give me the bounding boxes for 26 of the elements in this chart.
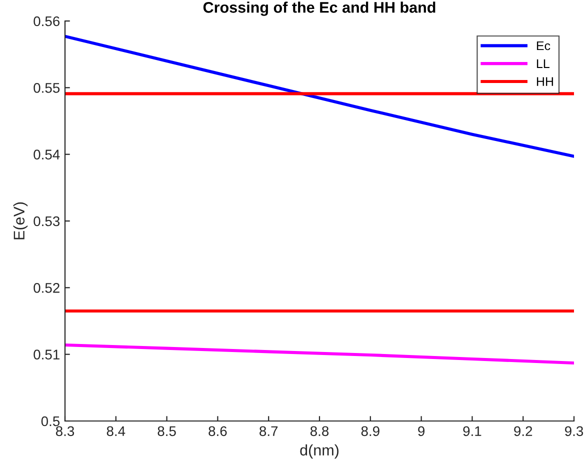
legend-label: LL	[536, 59, 550, 68]
x-tick-label: 9.3	[565, 426, 584, 436]
y-tick-label: 0.53	[34, 216, 60, 226]
x-tick-label: 8.3	[56, 426, 74, 436]
y-tick-label: 0.5	[41, 416, 60, 426]
y-tick-label: 0.51	[34, 350, 60, 360]
y-axis-title: E(eV)	[13, 202, 28, 240]
x-tick-label: 9.1	[463, 426, 482, 436]
line-series	[65, 343, 574, 365]
x-axis-title: d(nm)	[300, 444, 338, 459]
x-tick-label: 9.2	[514, 426, 532, 436]
y-tick-label: 0.52	[34, 283, 60, 293]
x-tick-label: 8.8	[310, 426, 329, 436]
y-tick-label: 0.55	[34, 83, 60, 93]
legend-label: HH	[536, 77, 553, 86]
chart-title: Crossing of the Ec and HH band	[203, 2, 436, 16]
x-tick-label: 9	[418, 426, 425, 436]
legend-label: Ec	[536, 41, 550, 50]
y-tick-label: 0.54	[34, 150, 60, 160]
x-tick-label: 8.6	[208, 426, 227, 436]
y-tick-label: 0.56	[34, 16, 60, 26]
x-tick-label: 8.7	[260, 426, 278, 436]
x-tick-label: 8.4	[106, 426, 126, 436]
line-series	[65, 34, 574, 158]
x-tick-label: 8.9	[361, 426, 380, 436]
x-tick-label: 8.5	[158, 426, 176, 436]
